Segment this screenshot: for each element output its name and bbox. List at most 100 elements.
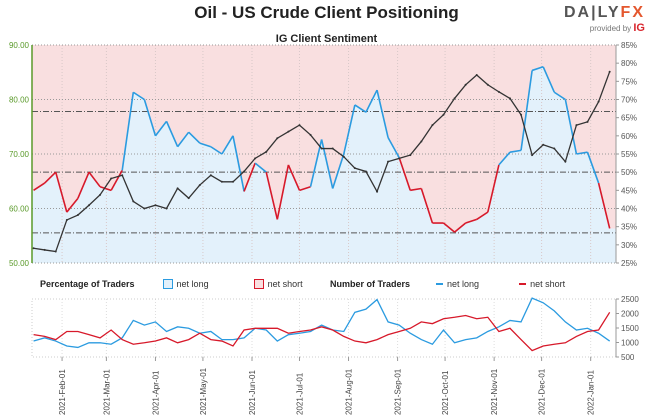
price-point bbox=[497, 90, 500, 93]
price-point bbox=[154, 204, 157, 207]
pct-tick-label: 35% bbox=[621, 223, 637, 232]
sentiment-line-segment bbox=[564, 99, 578, 155]
month-tick-label: 2021-Mar-01 bbox=[102, 369, 111, 415]
price-point bbox=[220, 180, 223, 183]
price-point bbox=[531, 154, 534, 157]
sentiment-line-segment bbox=[33, 182, 46, 192]
price-point bbox=[376, 190, 379, 193]
chart-title: Oil - US Crude Client Positioning bbox=[194, 3, 459, 22]
count-tick-label: 1000 bbox=[621, 339, 639, 348]
pct-tick-label: 45% bbox=[621, 186, 637, 195]
sentiment-line-segment bbox=[243, 162, 256, 192]
sentiment-line-segment bbox=[376, 89, 389, 138]
provided-by: provided by bbox=[589, 24, 632, 33]
pct-tick-label: 60% bbox=[621, 132, 637, 141]
price-point bbox=[387, 160, 390, 163]
sentiment-line-segment bbox=[143, 99, 157, 137]
price-point bbox=[453, 97, 456, 100]
net-short-count-line bbox=[33, 311, 611, 352]
month-tick-label: 2021-Oct-01 bbox=[441, 370, 450, 415]
logo-text: DA|LYFX bbox=[563, 4, 645, 21]
num-long-swatch bbox=[436, 283, 444, 285]
sentiment-line-segment bbox=[265, 171, 279, 220]
sentiment-line-segment bbox=[221, 135, 234, 155]
sentiment-line-segment bbox=[154, 120, 168, 137]
legend-num-short: net short bbox=[530, 279, 566, 289]
legend-net-short: net short bbox=[267, 279, 303, 289]
price-point bbox=[564, 160, 567, 163]
price-point bbox=[132, 200, 135, 203]
sentiment-line-segment bbox=[254, 162, 267, 173]
price-point bbox=[608, 70, 611, 73]
price-point bbox=[553, 147, 556, 150]
sentiment-line-segment bbox=[299, 185, 311, 192]
price-point bbox=[486, 83, 489, 86]
chart-subtitle: IG Client Sentiment bbox=[275, 33, 378, 45]
sentiment-line-segment bbox=[66, 197, 79, 213]
price-tick-label: 60.00 bbox=[9, 205, 30, 214]
sentiment-line-segment bbox=[398, 157, 412, 191]
month-tick-label: 2021-Feb-01 bbox=[58, 369, 67, 415]
price-point bbox=[298, 124, 301, 127]
price-point bbox=[265, 150, 268, 153]
price-point bbox=[287, 130, 290, 133]
month-tick-label: 2022-Jan-01 bbox=[587, 370, 596, 415]
price-point bbox=[110, 177, 113, 180]
price-point bbox=[309, 133, 312, 136]
price-point bbox=[342, 155, 345, 158]
sentiment-line-segment bbox=[343, 104, 356, 155]
sentiment-line-segment bbox=[354, 104, 367, 113]
price-point bbox=[87, 204, 90, 207]
sentiment-line-segment bbox=[420, 188, 434, 224]
num-short-swatch bbox=[519, 283, 527, 285]
price-point bbox=[520, 113, 523, 116]
sentiment-line-segment bbox=[232, 135, 245, 192]
sentiment-line-segment bbox=[176, 131, 190, 148]
sentiment-line-segment bbox=[77, 171, 90, 199]
price-point bbox=[231, 180, 234, 183]
price-point bbox=[398, 157, 401, 160]
sentiment-line-segment bbox=[121, 92, 135, 171]
price-point bbox=[198, 184, 201, 187]
pct-tick-label: 50% bbox=[621, 168, 637, 177]
sentiment-line-segment bbox=[553, 91, 566, 101]
price-point bbox=[254, 157, 257, 160]
price-point bbox=[431, 124, 434, 127]
sentiment-line-segment bbox=[44, 171, 57, 184]
dailyfx-logo: DA|LYFX provided by IG bbox=[564, 4, 645, 34]
sentiment-line-segment bbox=[531, 66, 544, 72]
sentiment-line-segment bbox=[454, 222, 467, 233]
pct-tick-label: 70% bbox=[621, 96, 637, 105]
price-tick-label: 90.00 bbox=[9, 41, 30, 50]
month-tick-label: 2021-Jun-01 bbox=[248, 370, 257, 415]
sentiment-line-segment bbox=[520, 70, 533, 151]
price-point bbox=[176, 187, 179, 190]
price-point bbox=[331, 147, 334, 150]
price-point bbox=[586, 120, 589, 123]
price-point bbox=[475, 73, 478, 76]
count-tick-label: 2000 bbox=[621, 310, 639, 319]
price-point bbox=[121, 174, 124, 177]
sentiment-line-segment bbox=[199, 142, 212, 148]
legend-num-long: net long bbox=[447, 279, 480, 289]
month-tick-label: 2021-Dec-01 bbox=[538, 368, 547, 415]
price-tick-label: 50.00 bbox=[9, 259, 30, 268]
sentiment-line-segment bbox=[487, 164, 500, 213]
sentiment-line-segment bbox=[465, 218, 477, 224]
price-point bbox=[32, 247, 35, 250]
sentiment-line-segment bbox=[165, 120, 179, 148]
price-point bbox=[508, 97, 511, 100]
sentiment-line-segment bbox=[88, 171, 101, 188]
legend-percentage: Percentage of Traders net long net short bbox=[40, 279, 303, 289]
month-tick-label: 2021-Aug-01 bbox=[345, 368, 354, 415]
pct-tick-label: 75% bbox=[621, 77, 637, 86]
sentiment-line-segment bbox=[542, 66, 556, 93]
month-tick-label: 2021-Apr-01 bbox=[151, 370, 160, 415]
sentiment-line-segment bbox=[410, 187, 422, 192]
sentiment-line-segment bbox=[365, 89, 378, 113]
sentiment-line-segment bbox=[387, 137, 400, 159]
sentiment-line-segment bbox=[320, 139, 334, 189]
sentiment-line-segment bbox=[188, 131, 201, 144]
pct-tick-label: 25% bbox=[621, 259, 637, 268]
